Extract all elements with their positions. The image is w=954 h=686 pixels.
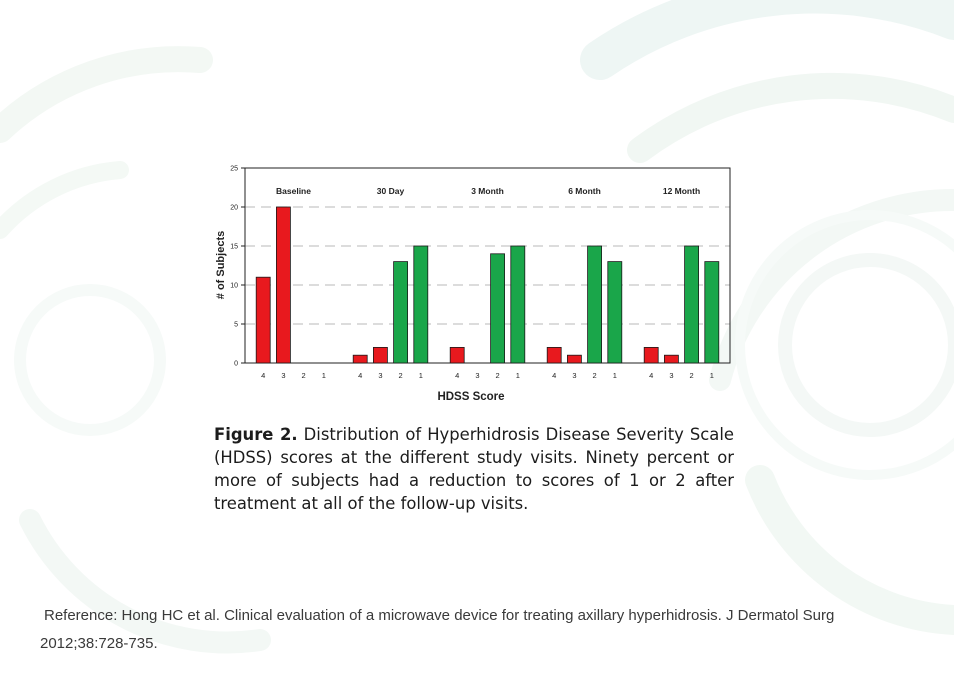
bar-12-month-score-4 [643, 346, 659, 364]
x-tick-label: 4 [455, 371, 459, 380]
bar-30-day-score-2 [393, 261, 409, 364]
bar-12-month-score-3 [663, 354, 679, 364]
x-tick-label: 3 [475, 371, 479, 380]
bar-30-day-score-3 [372, 346, 388, 364]
group-label: Baseline [276, 186, 311, 196]
bar-12-month-score-2 [684, 245, 700, 364]
x-tick-label: 1 [516, 371, 520, 380]
plot-area [244, 167, 731, 364]
x-axis-label: HDSS Score [437, 391, 504, 403]
x-tick-label: 1 [710, 371, 714, 380]
x-tick-label: 1 [613, 371, 617, 380]
figure-caption: Figure 2. Distribution of Hyperhidrosis … [214, 423, 734, 515]
bar-3-month-score-1 [510, 245, 526, 364]
x-axis-ticks: 4 3 2 1 4 3 2 1 4 3 2 1 4 3 2 1 4 3 2 1 [261, 371, 714, 380]
bar-6-month-score-4 [546, 346, 562, 364]
x-tick-label: 2 [690, 371, 694, 380]
bar-3-month-score-4 [449, 346, 465, 364]
reference-line-1: Reference: Hong HC et al. Clinical evalu… [44, 607, 835, 624]
x-tick-label: 2 [496, 371, 500, 380]
y-axis-ticks: 0 5 10 15 20 25 [230, 166, 245, 368]
group-label: 6 Month [568, 186, 601, 196]
bar-6-month-score-3 [566, 354, 582, 364]
bar-30-day-score-1 [413, 245, 429, 364]
bar-6-month-score-1 [607, 261, 623, 364]
bar-12-month-score-1 [704, 261, 720, 364]
y-axis-label: # of Subjects [215, 231, 227, 299]
bar-30-day-score-4 [352, 354, 368, 364]
bar-baseline-score-4 [255, 276, 271, 364]
group-labels: Baseline 30 Day 3 Month 6 Month 12 Month [276, 186, 700, 196]
group-label: 30 Day [377, 186, 405, 196]
group-label: 12 Month [663, 186, 700, 196]
x-tick-label: 3 [572, 371, 576, 380]
reference-line-2: 2012;38:728-735. [40, 635, 158, 652]
y-tick-label: 20 [230, 205, 238, 212]
x-tick-label: 3 [669, 371, 673, 380]
gridlines [245, 206, 730, 325]
bar-3-month-score-2 [490, 253, 506, 364]
bar-6-month-score-2 [587, 245, 603, 364]
reference-citation: Reference: Hong HC et al. Clinical evalu… [40, 602, 920, 658]
x-tick-label: 4 [358, 371, 362, 380]
hdss-bar-chart: 0 5 10 15 20 25 4 3 2 1 4 3 2 1 4 3 2 1 4 3 2 1 4 3 2 1 Baseline… [215, 166, 731, 403]
x-tick-label: 3 [281, 371, 285, 380]
x-tick-label: 2 [399, 371, 403, 380]
group-label: 3 Month [471, 186, 504, 196]
y-tick-label: 5 [234, 322, 238, 329]
x-tick-label: 2 [593, 371, 597, 380]
caption-text: Distribution of Hyperhidrosis Disease Se… [214, 425, 734, 513]
y-tick-label: 25 [230, 166, 238, 173]
bars [255, 206, 720, 364]
x-tick-label: 4 [261, 371, 265, 380]
caption-label: Figure 2. [214, 425, 298, 444]
x-tick-label: 3 [378, 371, 382, 380]
y-tick-label: 10 [230, 283, 238, 290]
x-tick-label: 2 [302, 371, 306, 380]
x-tick-label: 4 [552, 371, 556, 380]
x-tick-label: 1 [322, 371, 326, 380]
x-tick-label: 4 [649, 371, 653, 380]
x-tick-label: 1 [419, 371, 423, 380]
y-tick-label: 0 [234, 361, 238, 368]
y-tick-label: 15 [230, 244, 238, 251]
bar-baseline-score-3 [276, 206, 291, 364]
